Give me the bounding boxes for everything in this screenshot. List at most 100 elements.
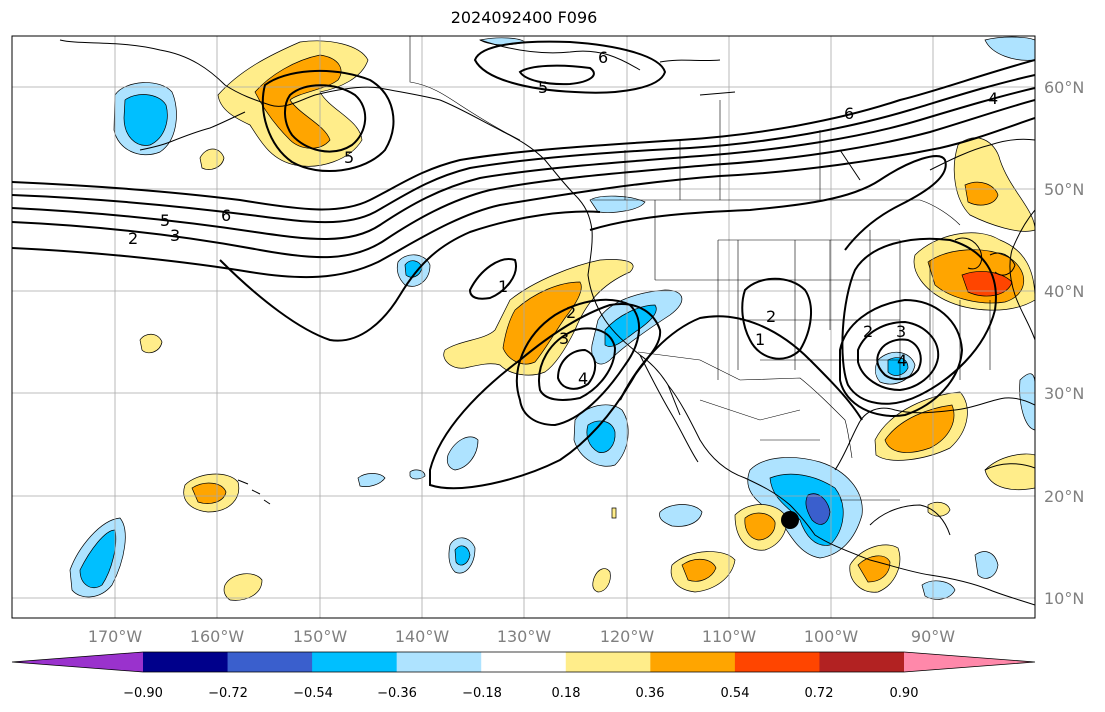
shade-alaska-sm (199, 148, 225, 170)
contour-cutoff-4 (556, 348, 597, 390)
colorbar-ticks: −0.90 −0.72 −0.54 −0.36 −0.18 0.18 0.36 … (123, 686, 918, 701)
colorbar-tick-label: 0.36 (636, 686, 665, 701)
contour-label: 6 (598, 48, 608, 67)
coast-gulf (834, 397, 1035, 471)
lon-label: 90°W (911, 627, 955, 646)
lon-label: 100°W (804, 627, 859, 646)
contour-label: 4 (578, 369, 588, 388)
gridlines (12, 36, 1035, 618)
shade-arctic (984, 36, 1035, 61)
shade-pac-s3-mid (454, 545, 471, 566)
contour-label: 5 (344, 148, 354, 167)
colorbar-tick-label: −0.36 (377, 686, 417, 701)
contour-arctic-inner (518, 64, 595, 86)
contour-jet-4 (12, 99, 1035, 259)
colorbar-segment (819, 652, 905, 672)
contour-label: 4 (897, 351, 907, 370)
coastlines (59, 39, 1035, 606)
contour-label: 4 (988, 89, 998, 108)
coast-yucatan (869, 504, 951, 536)
contour-cutoff-3 (538, 327, 617, 401)
lat-label: 50°N (1044, 180, 1084, 199)
coast-arctic (479, 39, 861, 181)
lon-label: 150°W (293, 627, 348, 646)
contour-east-low-4 (876, 338, 922, 381)
colorbar-segment (650, 652, 736, 672)
coast-cuba (984, 463, 1035, 471)
shade-epac4 (592, 568, 611, 593)
colorbar-tick-label: −0.72 (208, 686, 248, 701)
contour-label: 3 (559, 329, 569, 348)
border-canada (624, 100, 821, 200)
contour-jet-2 (12, 74, 1035, 224)
lat-label: 40°N (1044, 282, 1084, 301)
latitude-axis: 10°N 20°N 30°N 40°N 50°N 60°N (1044, 78, 1084, 608)
contour-cutoff-outer (429, 303, 662, 490)
contour-label: 2 (863, 322, 873, 341)
lon-label: 160°W (190, 627, 245, 646)
contour-alaska-low-inner (284, 84, 367, 153)
coast-baja (639, 354, 1035, 606)
shade-mexico-strong (805, 493, 831, 525)
shade-gulfmx-negmid (887, 357, 909, 376)
coast-aleutians (139, 111, 246, 151)
contour-label: 3 (896, 322, 906, 341)
border-us-mexico (637, 351, 853, 459)
colorbar-segment (481, 652, 567, 672)
lat-label: 10°N (1044, 589, 1084, 608)
contour-east-low-3 (857, 320, 940, 392)
shade-pac-m1 (446, 436, 479, 471)
contour-label: 6 (221, 206, 231, 225)
contour-cutoff-2 (515, 298, 641, 427)
shade-yuc (927, 501, 951, 517)
colorbar-segment (734, 652, 820, 672)
contour-offshore-1 (468, 258, 517, 300)
contour-label: 6 (844, 104, 854, 123)
colorbar-outline (11, 651, 1036, 673)
colorbar-segment (565, 652, 651, 672)
lat-label: 60°N (1044, 78, 1084, 97)
lon-label: 110°W (702, 627, 757, 646)
shade-pac-s1-mid (79, 529, 117, 589)
contour-alaska-low-outer (261, 70, 395, 173)
contour-rockies-low (741, 277, 812, 360)
contour-jet-3 (12, 87, 1035, 240)
coast-hudson (929, 138, 1035, 171)
shade-pac-m3 (357, 473, 386, 487)
contour-label: 3 (170, 226, 180, 245)
shade-bering-mid (123, 94, 168, 146)
lat-label: 30°N (1044, 384, 1084, 403)
contour-jet-1 (12, 59, 1035, 211)
colorbar-extend-max (904, 652, 1035, 672)
contour-east-low-outer (841, 237, 997, 405)
lon-label: 170°W (88, 627, 143, 646)
storm-marker (781, 511, 799, 529)
shade-epac5 (659, 504, 703, 527)
contour-east-low-2 (839, 298, 964, 417)
shade-ne-mid (964, 181, 999, 206)
colorbar-segment (312, 652, 398, 672)
map-title: 2024092400 F096 (450, 8, 598, 27)
colorbar-tick-label: 0.90 (890, 686, 919, 701)
shade-se-pos (984, 453, 1035, 490)
colorbar-tick-label: 0.54 (721, 686, 750, 701)
lat-label: 20°N (1044, 487, 1084, 506)
contour-pac-trough (219, 210, 601, 342)
shade-cent-amer (974, 551, 999, 579)
lon-label: 140°W (395, 627, 450, 646)
coast-hawaii (237, 479, 271, 505)
contour-sw-ridge (619, 315, 863, 421)
contour-ridge (589, 155, 947, 251)
shade-gulf-mid (884, 404, 955, 453)
shade-calif-mid (502, 281, 582, 365)
contour-lines (12, 40, 1035, 490)
shade-tiny (611, 507, 617, 519)
colorbar-tick-label: −0.18 (462, 686, 502, 701)
coast-alaska (59, 39, 576, 196)
shade-epac1-mid (744, 512, 776, 541)
border-alaska (409, 36, 521, 141)
lon-label: 130°W (497, 627, 552, 646)
shade-pac-m4 (409, 469, 426, 480)
colorbar-segment (143, 652, 229, 672)
